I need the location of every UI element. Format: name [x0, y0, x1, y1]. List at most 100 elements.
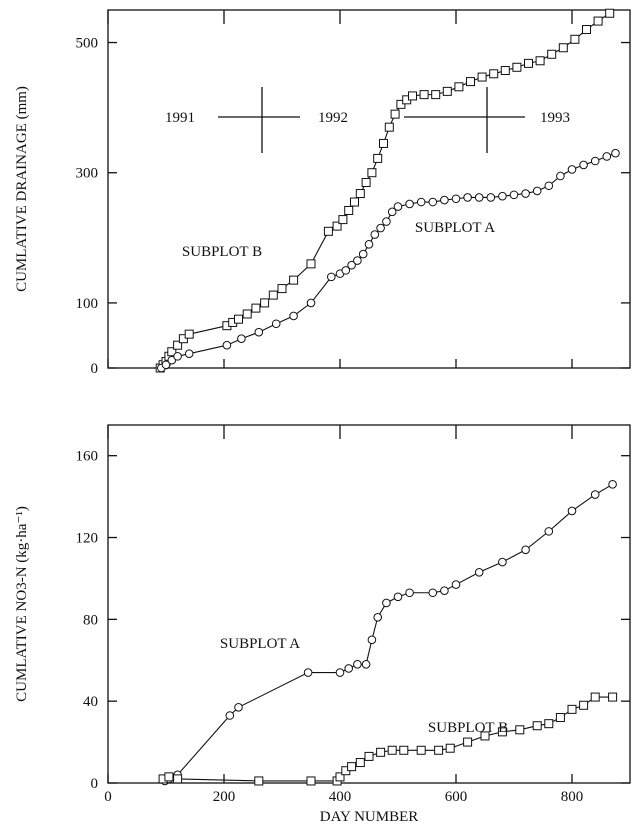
square-marker — [477, 72, 487, 82]
circle-marker — [393, 202, 403, 211]
square-marker — [350, 197, 359, 207]
circle-marker — [544, 527, 554, 536]
plot-frame — [107, 9, 631, 369]
series-label: SUBPLOT B — [428, 720, 508, 736]
circle-marker — [509, 190, 519, 200]
series-line — [159, 12, 611, 369]
circle-marker — [173, 351, 182, 361]
square-marker — [306, 259, 316, 269]
y-tick-label: 40 — [83, 694, 98, 710]
circle-marker — [521, 189, 530, 198]
circle-marker — [474, 193, 484, 202]
square-marker — [344, 205, 354, 215]
circle-marker — [486, 193, 496, 202]
square-marker — [364, 751, 374, 761]
square-marker — [605, 8, 615, 18]
circle-marker — [344, 664, 354, 673]
circle-marker — [567, 165, 577, 174]
square-marker — [260, 298, 270, 308]
square-marker — [544, 719, 554, 729]
circle-marker — [608, 480, 617, 489]
circle-marker — [373, 612, 383, 622]
square-marker — [512, 62, 522, 72]
square-marker — [500, 66, 510, 76]
circle-marker — [254, 327, 264, 337]
square-marker — [173, 774, 183, 784]
circle-marker — [167, 355, 177, 365]
square-marker — [590, 692, 600, 702]
year-label: 1993 — [540, 110, 570, 126]
square-marker — [347, 762, 357, 772]
square-marker — [532, 721, 542, 731]
square-marker — [289, 275, 299, 285]
square-marker — [184, 329, 194, 339]
circle-marker — [405, 588, 414, 598]
square-marker — [497, 727, 507, 737]
circle-marker — [234, 703, 243, 712]
circle-marker — [405, 199, 414, 209]
square-marker — [489, 69, 499, 79]
square-marker — [167, 347, 177, 357]
square-marker — [547, 49, 557, 59]
x-tick-label: 0 — [104, 789, 112, 805]
circle-marker — [367, 635, 377, 645]
year-label: 1992 — [318, 110, 348, 126]
x-tick-label: 400 — [329, 789, 352, 805]
y-tick-label: 100 — [76, 296, 99, 312]
square-marker — [442, 86, 452, 96]
y-tick-label: 80 — [83, 612, 98, 628]
square-marker — [445, 743, 455, 753]
square-marker — [332, 221, 342, 231]
square-marker — [164, 772, 174, 782]
circle-marker — [225, 711, 235, 720]
circle-marker — [347, 260, 356, 270]
circle-marker — [289, 311, 298, 321]
x-tick-label: 200 — [213, 789, 236, 805]
square-marker — [387, 745, 397, 755]
square-marker — [463, 737, 473, 747]
circle-marker — [440, 586, 449, 596]
plot-frame — [107, 424, 631, 784]
circle-marker — [416, 197, 426, 207]
x-tick-label: 600 — [445, 789, 468, 805]
y-axis-label: CUMLATIVE NO3-N (kg·ha⁻¹) — [14, 506, 30, 702]
circle-marker — [611, 148, 620, 158]
square-marker — [376, 747, 386, 757]
circle-marker — [341, 266, 351, 275]
circle-marker — [376, 223, 385, 233]
circle-marker — [353, 256, 362, 265]
y-tick-label: 120 — [76, 531, 99, 547]
square-marker — [173, 340, 183, 350]
square-marker — [242, 309, 252, 319]
square-marker — [399, 745, 409, 755]
circle-marker — [474, 567, 484, 577]
circle-marker — [387, 207, 397, 217]
square-marker — [367, 168, 377, 178]
circle-marker — [451, 580, 461, 589]
y-tick-label: 0 — [91, 776, 99, 792]
circle-marker — [353, 660, 362, 669]
square-marker — [416, 745, 426, 755]
circle-marker — [556, 171, 565, 181]
circle-marker — [498, 557, 507, 567]
circle-marker — [428, 197, 438, 207]
circle-marker — [498, 191, 507, 201]
series-line — [162, 696, 613, 782]
square-marker — [408, 91, 417, 101]
circle-marker — [393, 592, 403, 602]
square-marker — [434, 745, 444, 755]
square-marker — [396, 99, 406, 109]
square-marker — [251, 303, 261, 313]
circle-marker — [382, 598, 391, 608]
circle-marker — [237, 334, 246, 344]
square-marker — [323, 226, 333, 236]
series-label: SUBPLOT A — [220, 636, 300, 652]
square-marker — [355, 758, 365, 768]
square-marker — [419, 90, 429, 100]
circle-marker — [567, 506, 577, 516]
circle-marker — [579, 160, 588, 170]
circle-marker — [306, 298, 316, 308]
y-tick-label: 160 — [76, 449, 99, 465]
square-marker — [454, 82, 464, 92]
